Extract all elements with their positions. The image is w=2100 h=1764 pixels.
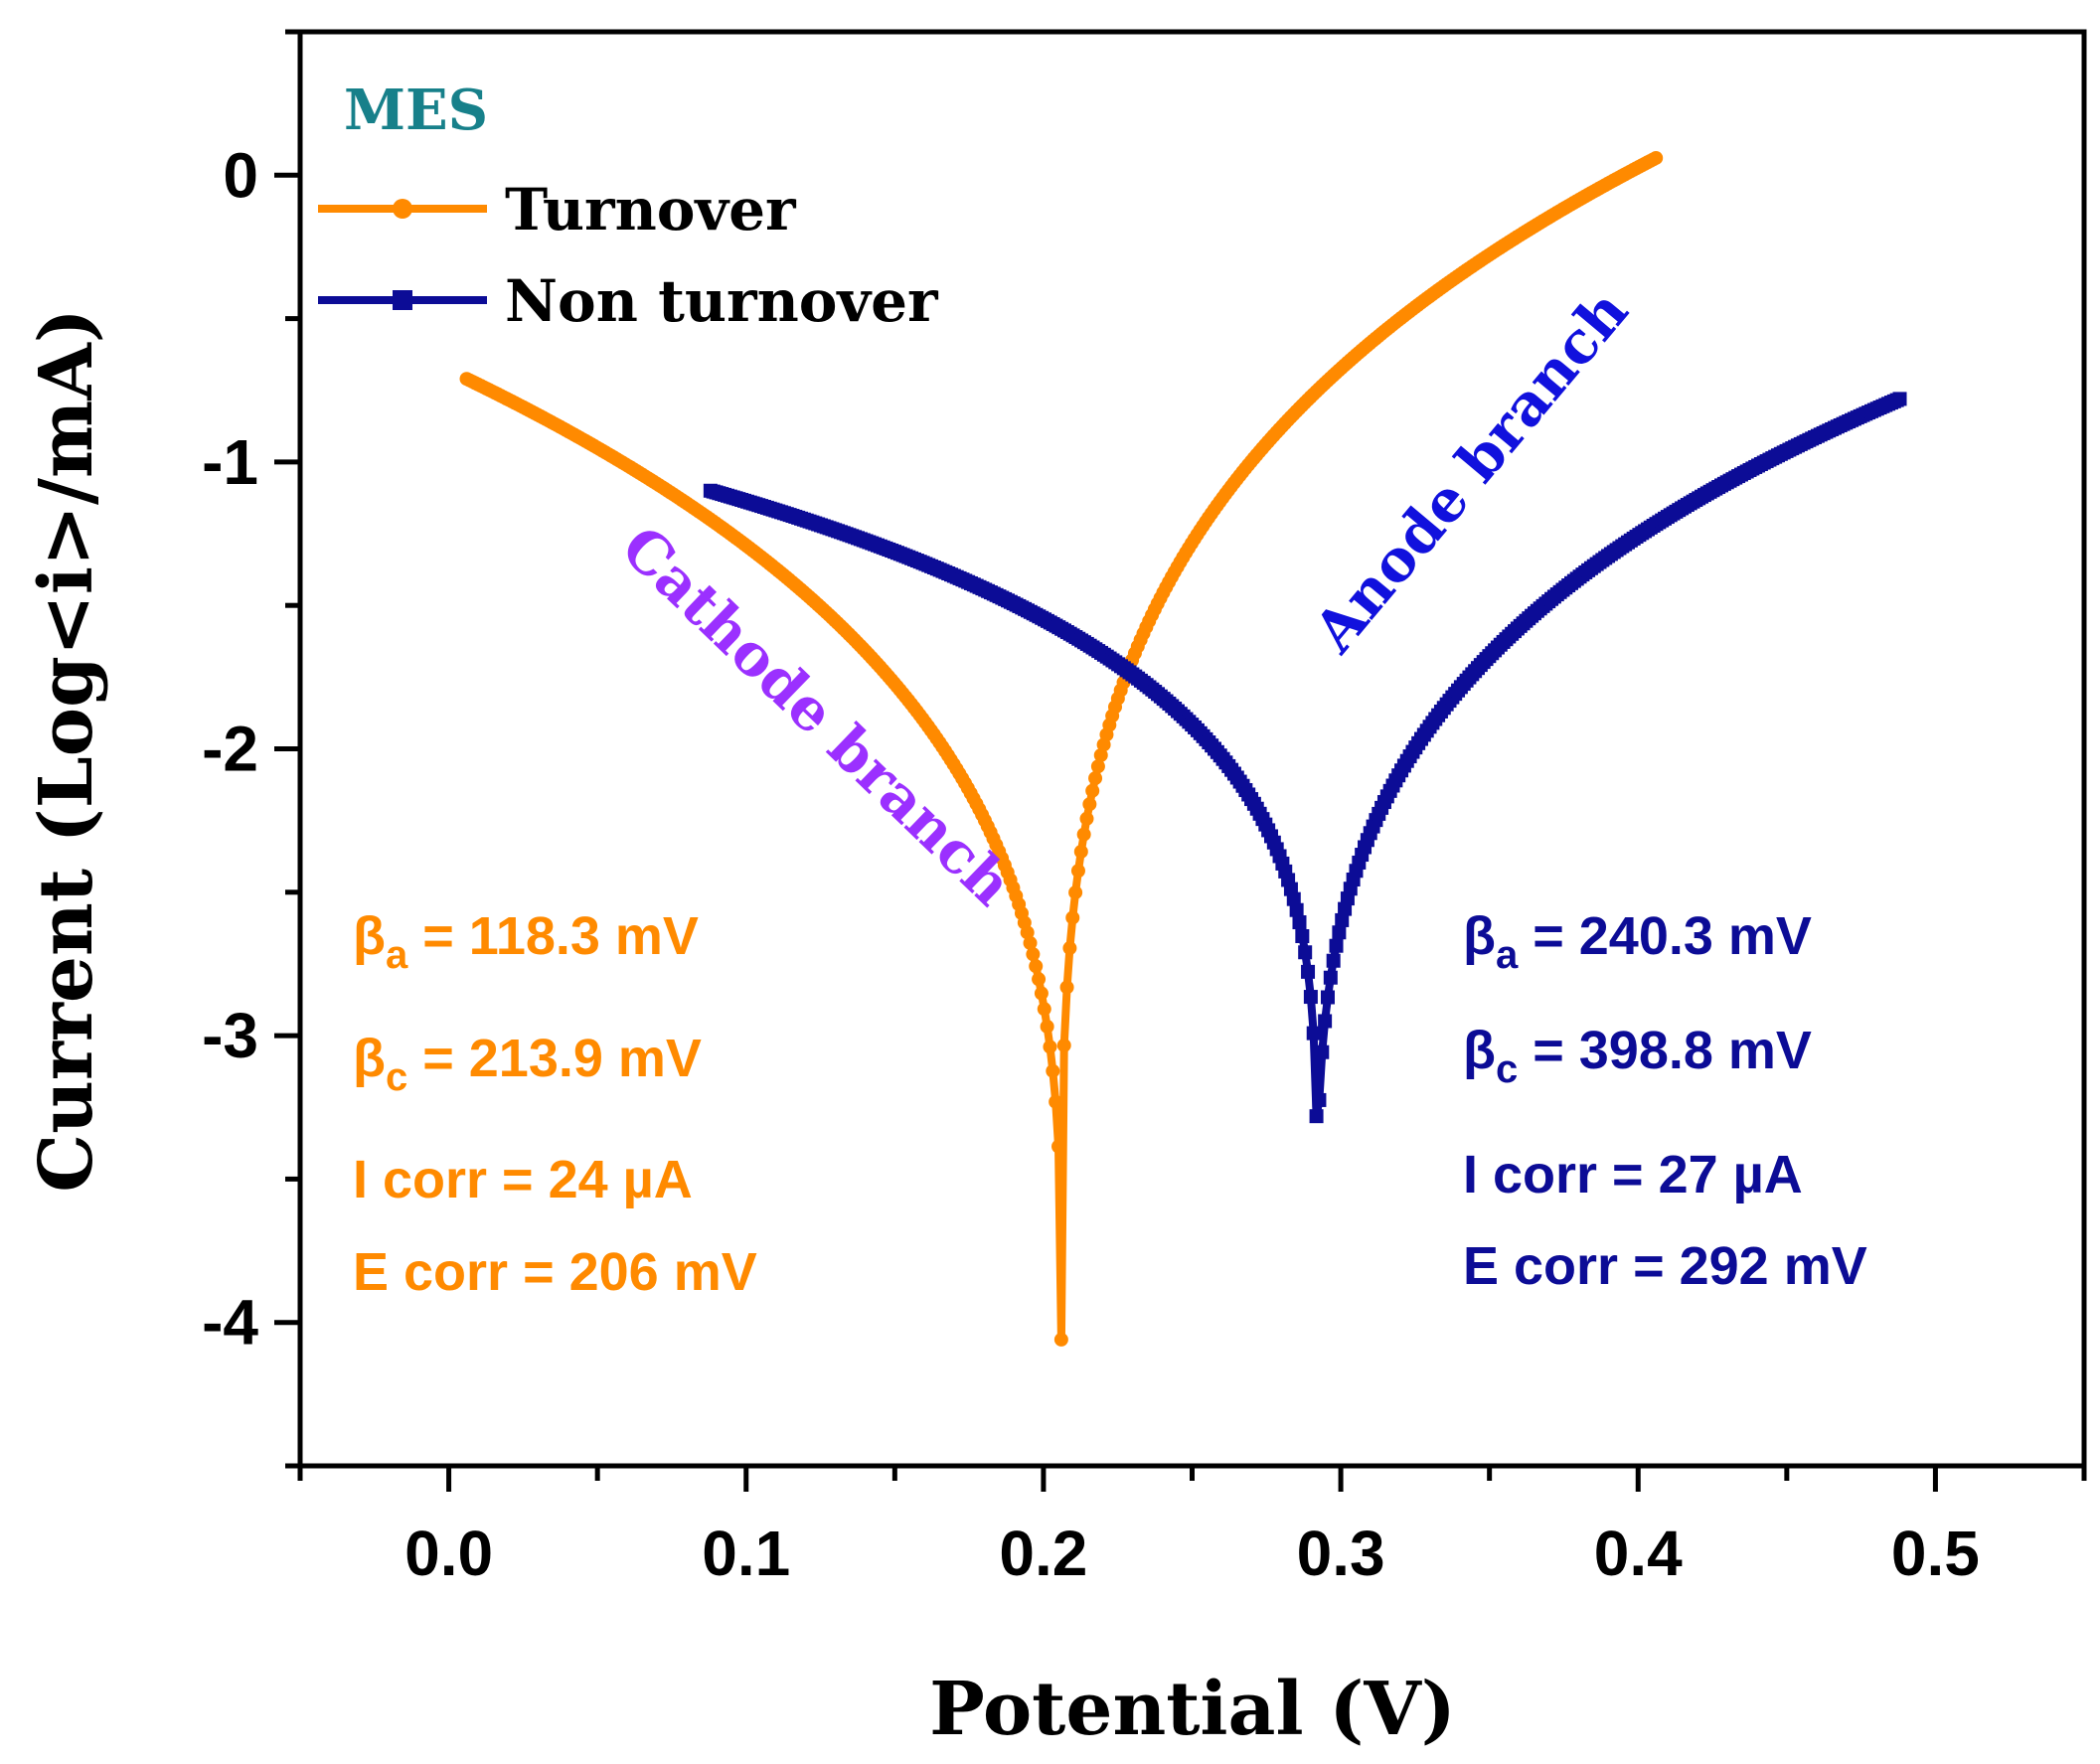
data-point xyxy=(1065,910,1080,925)
series-non-turnover xyxy=(703,392,1907,1124)
y-tick-label: -3 xyxy=(202,1000,258,1071)
data-point xyxy=(1026,947,1041,962)
data-point xyxy=(1292,915,1307,930)
data-point xyxy=(1070,864,1085,879)
data-point xyxy=(1088,771,1103,786)
data-point xyxy=(1306,1026,1321,1041)
data-point xyxy=(1093,747,1108,762)
turnover-icorr: I corr = 24 µA xyxy=(353,1150,693,1209)
data-point xyxy=(1335,912,1350,927)
data-point xyxy=(1338,901,1353,916)
data-point xyxy=(1043,1040,1057,1054)
x-tick-label: 0.1 xyxy=(702,1518,790,1589)
legend: MES Turnover Non turnover xyxy=(318,78,939,335)
x-tick-label: 0.2 xyxy=(999,1518,1087,1589)
data-point xyxy=(1032,972,1047,987)
x-axis-title: Potential (V) xyxy=(929,1667,1456,1752)
legend-label-turnover: Turnover xyxy=(505,176,797,243)
data-point xyxy=(1059,980,1074,995)
data-point xyxy=(1023,935,1038,950)
x-tick-label: 0.3 xyxy=(1297,1518,1385,1589)
data-point xyxy=(1085,783,1100,798)
y-tick-label: -1 xyxy=(202,426,258,498)
x-axis-ticks: 0.0 0.1 0.2 0.3 0.4 0.5 xyxy=(297,1466,2087,1589)
data-point xyxy=(1079,811,1094,826)
data-point xyxy=(1286,891,1301,906)
data-point xyxy=(1329,938,1344,953)
data-point xyxy=(1323,970,1338,985)
data-point xyxy=(1301,964,1316,979)
data-point xyxy=(1320,990,1335,1005)
data-point xyxy=(1295,929,1310,944)
data-point xyxy=(1309,1109,1324,1124)
data-point xyxy=(1315,1044,1330,1059)
data-point xyxy=(1051,1139,1066,1154)
data-point xyxy=(1053,1332,1068,1347)
data-point xyxy=(1034,986,1049,1001)
y-axis-ticks: 0 -1 -2 -3 -4 xyxy=(202,29,300,1469)
series-turnover xyxy=(459,150,1664,1347)
non-turnover-parameters: βa = 240.3 mV βc = 398.8 mV I corr = 27 … xyxy=(1463,906,1867,1296)
non-turnover-beta-a: βa = 240.3 mV xyxy=(1463,906,1812,977)
data-point xyxy=(1046,1063,1060,1078)
y-tick-label: 0 xyxy=(223,139,258,211)
data-point xyxy=(1073,844,1088,859)
y-tick-label: -2 xyxy=(202,714,258,785)
legend-marker-turnover xyxy=(393,199,412,219)
turnover-beta-c: βc = 213.9 mV xyxy=(353,1029,702,1099)
data-point xyxy=(1040,1019,1054,1034)
data-point xyxy=(1303,990,1318,1005)
data-point xyxy=(1298,945,1313,960)
data-point xyxy=(1318,1014,1333,1029)
data-point xyxy=(1068,885,1083,900)
data-point xyxy=(1020,925,1035,940)
data-point xyxy=(1076,827,1091,842)
turnover-beta-a: βa = 118.3 mV xyxy=(353,906,699,977)
data-point xyxy=(1049,1094,1063,1109)
legend-title: MES xyxy=(344,78,488,143)
non-turnover-ecorr: E corr = 292 mV xyxy=(1463,1236,1867,1296)
data-point xyxy=(1037,1002,1051,1017)
legend-marker-non-turnover xyxy=(393,290,412,310)
data-point xyxy=(1090,759,1105,774)
turnover-ecorr: E corr = 206 mV xyxy=(353,1242,757,1302)
y-axis-title: Current (Log<i>/mA) xyxy=(24,308,109,1193)
turnover-parameters: βa = 118.3 mV βc = 213.9 mV I corr = 24 … xyxy=(353,906,757,1302)
non-turnover-icorr: I corr = 27 µA xyxy=(1463,1145,1803,1204)
y-tick-label: -4 xyxy=(202,1287,258,1359)
data-point xyxy=(1029,959,1044,974)
series-layer xyxy=(459,150,1907,1347)
data-point xyxy=(1892,392,1907,406)
non-turnover-beta-c: βc = 398.8 mV xyxy=(1463,1021,1812,1091)
data-point xyxy=(1082,797,1097,812)
legend-label-non-turnover: Non turnover xyxy=(505,267,939,335)
data-point xyxy=(1062,941,1077,956)
x-tick-label: 0.0 xyxy=(404,1518,493,1589)
data-point xyxy=(1649,150,1664,165)
x-tick-label: 0.5 xyxy=(1891,1518,1980,1589)
x-tick-label: 0.4 xyxy=(1594,1518,1683,1589)
data-point xyxy=(1326,953,1341,968)
data-point xyxy=(1312,1092,1327,1107)
data-point xyxy=(1289,902,1304,917)
data-point xyxy=(1056,1038,1071,1052)
data-point xyxy=(1332,925,1347,940)
